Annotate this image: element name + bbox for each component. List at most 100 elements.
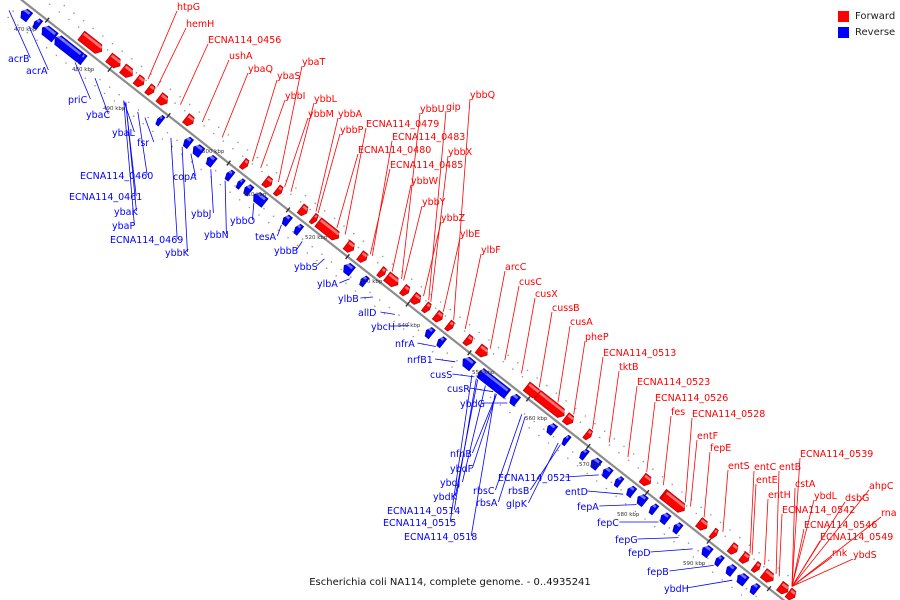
forward-gene-block: [261, 175, 273, 189]
tick-mark: [226, 160, 232, 166]
track-dot: [333, 217, 336, 220]
gene-label-ybbl: ybbL: [314, 94, 338, 105]
forward-gene-block: [409, 291, 422, 305]
track-dot: [763, 565, 765, 568]
track-dot: [203, 125, 205, 127]
track-dot: [379, 299, 381, 301]
track-dot: [504, 397, 507, 400]
forward-leader-line: [775, 470, 780, 574]
reverse-gene-block: [659, 512, 672, 526]
gene-label-ybdl: ybdL: [814, 491, 838, 502]
gene-label-ecna114-0546: ECNA114_0546: [804, 520, 877, 531]
track-dot: [367, 254, 369, 256]
track-dot: [753, 558, 755, 560]
track-dot: [758, 552, 760, 554]
reverse-leader-line: [252, 203, 255, 221]
reverse-leader-line: [94, 77, 109, 115]
gene-label-fsr: fsr: [137, 138, 149, 149]
gene-label-fepd: fepD: [628, 548, 651, 559]
forward-leader-line: [749, 470, 755, 554]
track-dot: [263, 207, 265, 210]
track-dot: [238, 199, 241, 201]
track-dot: [603, 430, 606, 433]
track-dot: [84, 77, 87, 79]
forward-gene-block: [533, 389, 566, 418]
track-dot: [634, 510, 637, 513]
gene-label-ybbp: ybbP: [340, 125, 364, 136]
forward-gene-block: [431, 309, 444, 323]
tick-mark: [44, 17, 50, 23]
track-dot: [512, 368, 514, 370]
track-dot: [517, 362, 519, 364]
forward-leader-line: [252, 79, 278, 162]
forward-leader-line: [453, 98, 471, 320]
track-dot: [710, 514, 712, 516]
gene-label-ybdg: ybdG: [460, 399, 485, 410]
gene-label-tesa: tesA: [255, 232, 277, 243]
track-dot: [374, 305, 376, 308]
track-dot: [523, 413, 526, 415]
track-dot: [132, 115, 135, 117]
track-dot: [212, 132, 215, 135]
track-dot: [594, 422, 596, 425]
track-dot: [290, 193, 292, 196]
gene-label-ybat: ybaT: [302, 57, 325, 68]
track-dot: [536, 377, 538, 379]
reverse-leader-line: [123, 100, 135, 133]
track-dot: [179, 96, 181, 98]
track-dot: [653, 525, 656, 528]
reverse-gene-block: [436, 336, 447, 349]
reverse-gene-block: [359, 275, 370, 288]
forward-gene-block: [356, 250, 368, 263]
tick-mark: [706, 538, 712, 545]
forward-leader-line: [521, 297, 536, 374]
forward-leader-line: [791, 489, 870, 587]
track-dot: [111, 42, 114, 45]
track-dot: [174, 102, 176, 104]
gene-label-ybba: ybbA: [338, 109, 363, 120]
gene-label-glpk: glpK: [506, 499, 528, 510]
track-dot: [48, 3, 51, 6]
tick-mark: [525, 396, 531, 402]
forward-leader-line: [336, 153, 359, 229]
track-dot: [7, 16, 9, 19]
gene-label-ente: entE: [756, 475, 778, 486]
forward-leader-line: [791, 556, 833, 587]
track-dot: [687, 542, 690, 544]
track-dot: [55, 54, 58, 57]
forward-leader-line: [403, 205, 423, 281]
gene-label-cussb: cussB: [552, 303, 580, 314]
tick-label: 550 kbp: [472, 370, 495, 376]
track-dot: [692, 556, 695, 558]
track-dot: [668, 527, 671, 529]
track-dot: [740, 594, 743, 596]
reverse-leader-line: [434, 358, 456, 363]
gene-label-ybbz: ybbZ: [441, 213, 466, 224]
track-dot: [251, 163, 254, 165]
forward-leader-line: [371, 140, 393, 256]
reverse-leader-line: [224, 180, 227, 235]
track-dot: [287, 237, 289, 239]
forward-leader-line: [778, 513, 783, 577]
gene-label-acrb: acrB: [8, 54, 29, 65]
reverse-gene-block: [206, 154, 218, 168]
track-dot: [652, 468, 654, 471]
track-dot: [719, 521, 722, 524]
reverse-gene-block: [155, 115, 166, 127]
forward-gene-block: [238, 157, 250, 170]
forward-gene-block: [144, 83, 156, 96]
forward-leader-line: [751, 483, 757, 555]
forward-gene-block: [776, 580, 789, 595]
gene-label-ybbs: ybbS: [294, 262, 318, 273]
track-dot: [102, 35, 104, 37]
track-dot: [345, 282, 347, 285]
gene-label-entb: entB: [779, 462, 801, 473]
forward-leader-line: [791, 540, 821, 587]
gene-label-fes: fes: [671, 407, 685, 418]
tick-label: 520 kbp: [305, 235, 328, 241]
gene-label-ybbk: ybbK: [165, 248, 190, 259]
forward-leader-line: [369, 168, 391, 255]
track-dot: [227, 134, 230, 136]
reverse-gene-block: [59, 38, 85, 63]
track-dot: [296, 244, 299, 247]
